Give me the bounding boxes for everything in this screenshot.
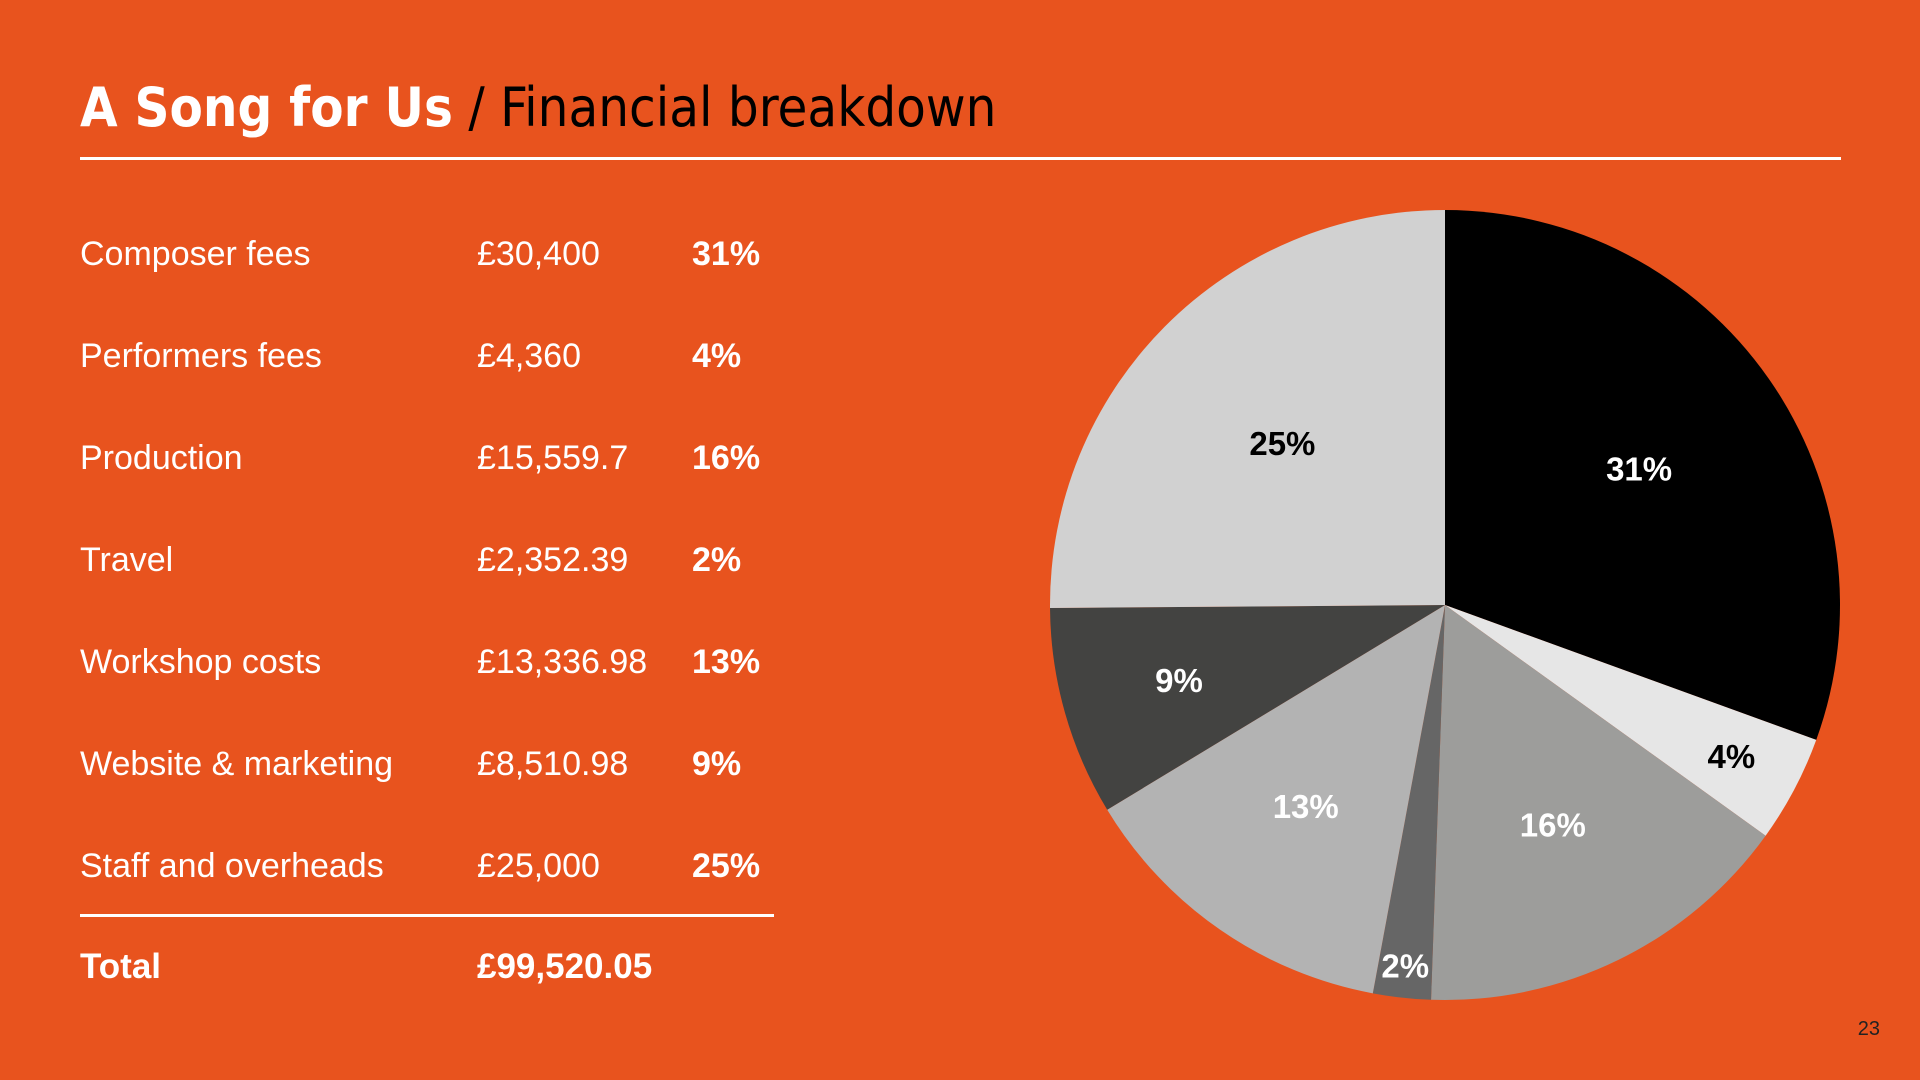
row-label: Website & marketing: [80, 745, 394, 783]
row-amount: £30,400: [477, 235, 600, 273]
title-separator: /: [452, 76, 501, 139]
table-row: Composer fees £30,400 31%: [80, 229, 780, 279]
table-row: Performers fees £4,360 4%: [80, 331, 780, 381]
row-percent: 25%: [692, 847, 761, 885]
row-percent: 9%: [692, 745, 742, 783]
pie-slice-label: 2%: [1381, 948, 1429, 985]
slide-title: A Song for Us / Financial breakdown: [80, 70, 996, 146]
row-label: Performers fees: [80, 337, 322, 375]
row-label: Composer fees: [80, 235, 311, 273]
title-project-name: A Song for Us: [80, 76, 453, 139]
table-row: Production £15,559.7 16%: [80, 433, 780, 483]
total-divider: [80, 914, 774, 917]
total-row: Total £99,520.05: [80, 942, 780, 992]
pie-slice-label: 25%: [1249, 425, 1315, 462]
pie-slice: [1445, 210, 1840, 740]
row-label: Staff and overheads: [80, 847, 384, 885]
total-label: Total: [80, 947, 162, 986]
pie-slice: [1050, 605, 1445, 810]
pie-slice-label: 31%: [1606, 451, 1672, 488]
row-percent: 2%: [692, 541, 742, 579]
pie-slice-label: 4%: [1708, 738, 1756, 775]
pie-slice: [1107, 605, 1445, 994]
table-row: Workshop costs £13,336.98 13%: [80, 637, 780, 687]
pie-slice: [1372, 605, 1445, 1000]
table-row: Travel £2,352.39 2%: [80, 535, 780, 585]
row-amount: £4,360: [477, 337, 581, 375]
pie-slice: [1431, 605, 1766, 1000]
row-percent: 13%: [692, 643, 761, 681]
row-label: Production: [80, 439, 243, 477]
row-amount: £15,559.7: [477, 439, 629, 477]
title-subtitle: Financial breakdown: [500, 76, 997, 139]
pie-slice: [1445, 605, 1817, 836]
row-label: Workshop costs: [80, 643, 322, 681]
row-amount: £8,510.98: [477, 745, 629, 783]
row-amount: £2,352.39: [477, 541, 629, 579]
page-number: 23: [1857, 1018, 1880, 1040]
pie-slice: [1050, 210, 1445, 608]
pie-slice-label: 9%: [1155, 662, 1203, 699]
pie-slice-label: 13%: [1273, 788, 1339, 825]
row-amount: £25,000: [477, 847, 600, 885]
pie-slice-label: 16%: [1520, 806, 1586, 843]
row-amount: £13,336.98: [477, 643, 648, 681]
total-amount: £99,520.05: [477, 947, 653, 986]
row-percent: 16%: [692, 439, 761, 477]
row-label: Travel: [80, 541, 174, 579]
row-percent: 31%: [692, 235, 761, 273]
row-percent: 4%: [692, 337, 742, 375]
table-row: Website & marketing £8,510.98 9%: [80, 739, 780, 789]
table-row: Staff and overheads £25,000 25%: [80, 841, 780, 891]
title-underline: [80, 157, 1841, 160]
